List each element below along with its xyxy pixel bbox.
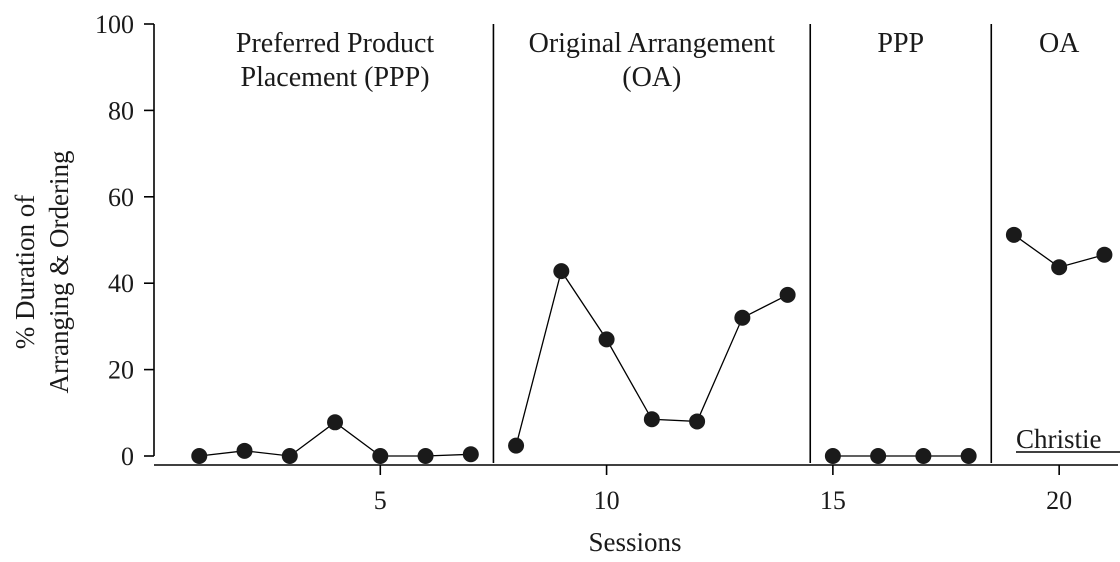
data-point bbox=[734, 309, 751, 326]
y-axis-title: % Duration of Arranging & Ordering bbox=[10, 151, 74, 394]
y-axis-title-line-1: % Duration of bbox=[10, 195, 40, 349]
data-point bbox=[236, 442, 253, 459]
data-point bbox=[553, 263, 570, 280]
phase-label: (OA) bbox=[622, 62, 681, 93]
data-point bbox=[779, 286, 796, 303]
data-point bbox=[824, 448, 841, 464]
x-tick-label: 5 bbox=[374, 486, 387, 515]
data-point bbox=[281, 448, 298, 464]
data-point bbox=[1005, 226, 1022, 243]
x-axis-title: Sessions bbox=[588, 527, 681, 557]
x-tick-label: 15 bbox=[820, 486, 846, 515]
phase-label: Preferred Product bbox=[236, 28, 434, 59]
data-point bbox=[915, 448, 932, 464]
participant-label-group: Christie bbox=[1016, 424, 1120, 454]
data-point bbox=[1096, 246, 1113, 263]
phase-change-lines bbox=[492, 24, 993, 463]
data-point bbox=[462, 446, 479, 463]
data-point bbox=[870, 448, 887, 464]
x-tick-label: 20 bbox=[1046, 486, 1072, 515]
data-series bbox=[191, 226, 1113, 464]
data-point bbox=[191, 448, 208, 464]
phase-label: Original Arrangement bbox=[529, 28, 776, 59]
axes: 0 20 40 60 80 100 5 10 15 20 bbox=[95, 10, 1118, 515]
phase-label: Placement (PPP) bbox=[241, 62, 430, 93]
y-axis-title-line-2: Arranging & Ordering bbox=[44, 151, 74, 394]
data-point bbox=[327, 414, 344, 431]
phase-label: OA bbox=[1039, 28, 1080, 59]
data-point bbox=[689, 413, 706, 430]
y-tick-label: 60 bbox=[108, 183, 134, 212]
data-point bbox=[1051, 259, 1068, 276]
phase-label: PPP bbox=[877, 28, 924, 59]
y-tick-label: 20 bbox=[108, 356, 134, 385]
data-point bbox=[598, 331, 615, 348]
y-tick-label: 80 bbox=[108, 96, 134, 125]
participant-label: Christie bbox=[1016, 424, 1102, 454]
data-point bbox=[960, 448, 977, 464]
y-tick-label: 40 bbox=[108, 269, 134, 298]
data-point bbox=[372, 448, 389, 464]
data-point bbox=[643, 411, 660, 428]
x-tick-label: 10 bbox=[594, 486, 620, 515]
y-tick-label: 100 bbox=[95, 10, 134, 39]
y-tick-label: 0 bbox=[121, 442, 134, 471]
data-point bbox=[417, 448, 434, 464]
data-point bbox=[508, 437, 525, 454]
